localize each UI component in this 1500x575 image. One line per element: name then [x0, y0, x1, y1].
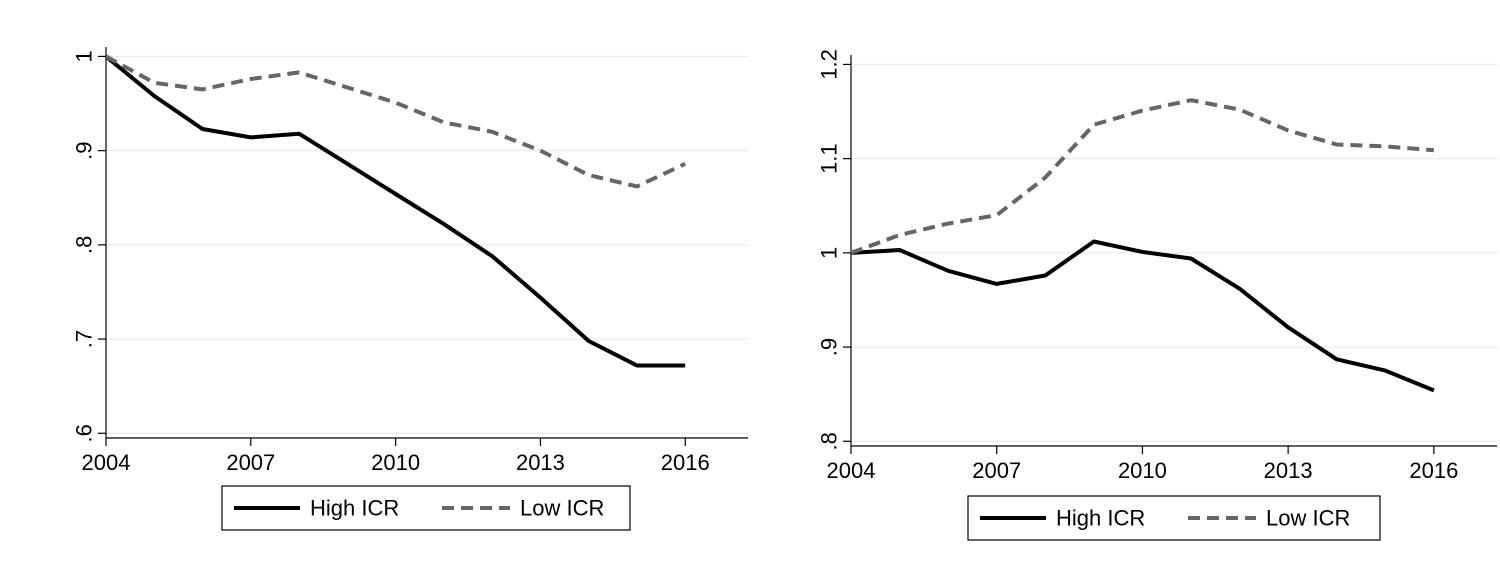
y-tick-label-2: 1 [817, 247, 842, 259]
series-line-high-icr [106, 56, 685, 365]
y-tick-label-4: 1.2 [817, 49, 842, 80]
x-tick-label-0: 2004 [827, 458, 876, 483]
x-tick-label-0: 2004 [82, 450, 131, 475]
legend-label-high-icr: High ICR [310, 496, 399, 521]
x-tick-label-1: 2007 [972, 458, 1021, 483]
x-tick-label-3: 2013 [1264, 458, 1313, 483]
x-tick-label-3: 2013 [516, 450, 565, 475]
y-tick-label-1: .7 [72, 330, 97, 348]
y-tick-label-2: .8 [72, 236, 97, 254]
y-tick-label-0: .8 [817, 432, 842, 450]
legend-label-low-icr: Low ICR [520, 496, 604, 521]
legend: High ICR Low ICR [968, 496, 1380, 540]
y-tick-label-3: 1.1 [817, 143, 842, 174]
x-tick-label-2: 2010 [1118, 458, 1167, 483]
series-line-low-icr [851, 100, 1434, 253]
y-tick-label-4: 1 [72, 50, 97, 62]
x-tick-label-1: 2007 [226, 450, 275, 475]
legend-label-low-icr: Low ICR [1266, 506, 1350, 531]
x-tick-label-4: 2016 [1409, 458, 1458, 483]
legend-label-high-icr: High ICR [1056, 506, 1145, 531]
x-tick-label-4: 2016 [661, 450, 710, 475]
series-line-high-icr [851, 242, 1434, 391]
legend: High ICR Low ICR [222, 486, 630, 530]
chart-panel-2: .8 .9 1 1.1 1.2 2004 2007 2010 2013 2016 High ICR L… [817, 49, 1498, 540]
x-tick-label-2: 2010 [371, 450, 420, 475]
chart-panel-1: .6 .7 .8 .9 1 2004 2007 2010 2013 2016 High ICR Low… [72, 47, 749, 530]
y-tick-label-0: .6 [72, 424, 97, 442]
y-tick-label-1: .9 [817, 338, 842, 356]
y-tick-label-3: .9 [72, 141, 97, 159]
